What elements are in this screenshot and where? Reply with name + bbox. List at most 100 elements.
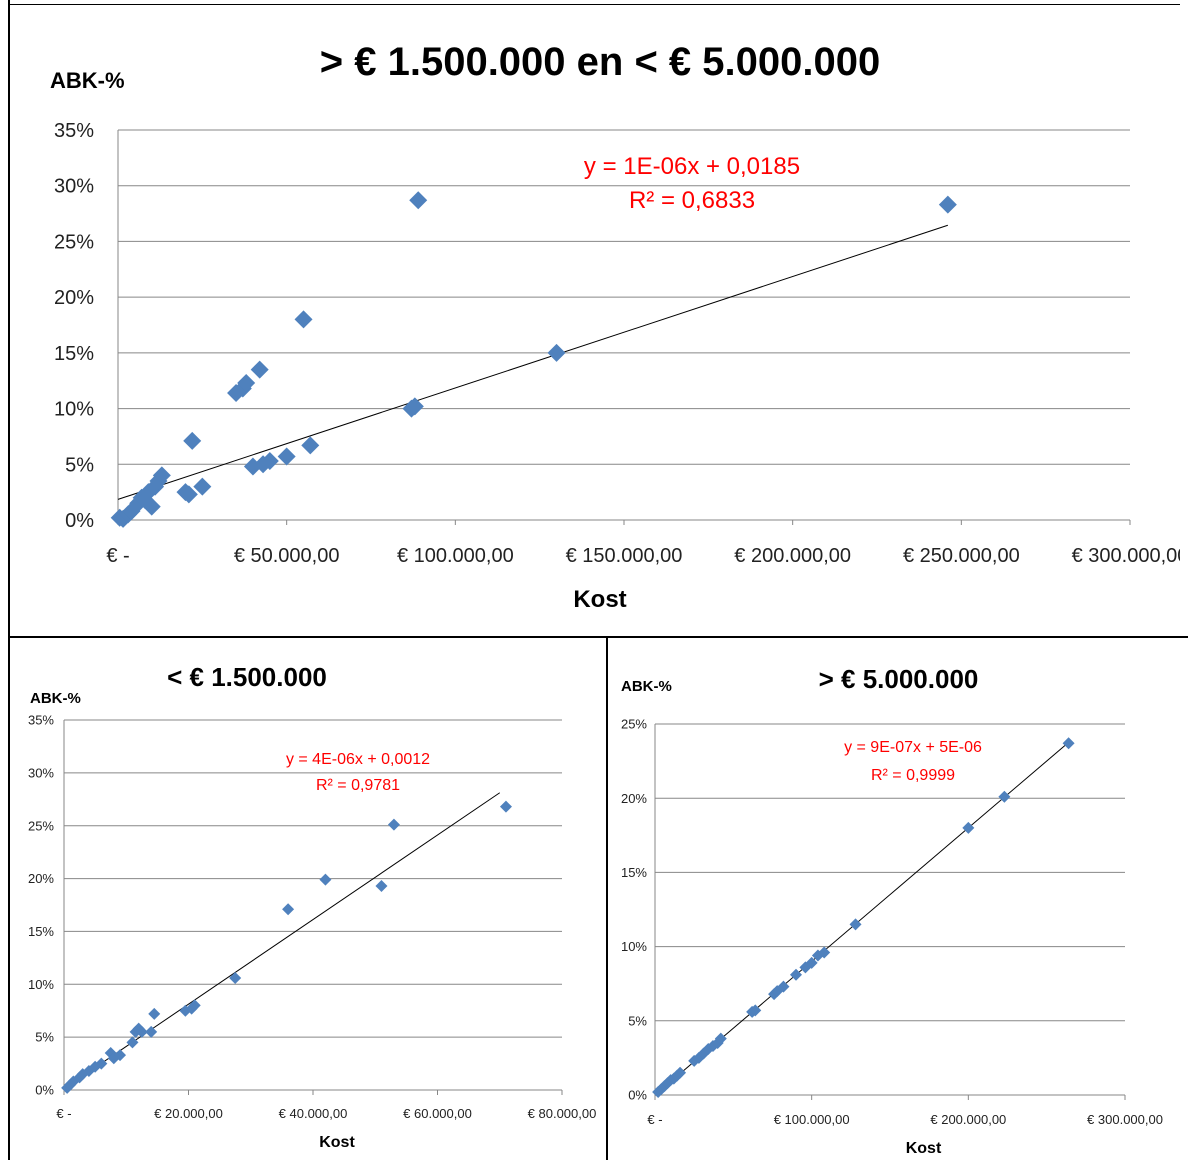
data-point [95, 1057, 108, 1070]
chart-title: > € 5.000.000 [818, 664, 979, 694]
y-tick-label: 10% [28, 977, 54, 992]
y-tick-label: 0% [35, 1083, 54, 1098]
y-tick-label: 20% [28, 871, 54, 886]
chart-panel-large-range: > € 5.000.000 ABK-% 0% 5% 10% 15% 20% 25% € - €… [609, 640, 1188, 1160]
data-point [142, 497, 161, 516]
y-tick-label: 5% [628, 1013, 647, 1028]
data-point [229, 971, 242, 984]
data-point [282, 903, 295, 916]
data-point [250, 360, 269, 379]
x-tick-label: € 250.000,00 [903, 545, 1020, 567]
data-point [114, 1049, 127, 1062]
y-axis-label: ABK-% [621, 678, 672, 695]
data-point [670, 1069, 683, 1082]
data-point [107, 1052, 120, 1065]
y-tick-label: 35% [28, 713, 54, 728]
data-point [771, 985, 784, 998]
x-tick-label: € 100.000,00 [397, 545, 514, 567]
data-point [702, 1042, 715, 1055]
data-point [674, 1066, 687, 1079]
frame-top-border [8, 4, 1180, 5]
y-tick-label: 5% [65, 454, 94, 476]
data-point [114, 509, 133, 528]
data-point [998, 790, 1011, 803]
data-point [749, 1004, 762, 1017]
r-squared-label: R² = 0,9781 [316, 777, 400, 794]
data-point [655, 1083, 668, 1096]
data-point [260, 451, 279, 470]
data-point [962, 821, 975, 834]
trendline [117, 224, 948, 500]
y-tick-label: 20% [621, 791, 647, 806]
x-tick-label: € - [647, 1112, 662, 1127]
data-point [818, 946, 831, 959]
y-tick-label: 15% [54, 343, 94, 365]
x-tick-label: € - [106, 545, 129, 567]
frame-left-border [8, 0, 10, 1160]
y-axis-label: ABK-% [50, 68, 125, 93]
x-tick-label: € 200.000,00 [734, 545, 851, 567]
data-point [652, 1086, 665, 1099]
r-squared-label: R² = 0,9999 [871, 767, 955, 784]
r-squared-label: R² = 0,6833 [629, 187, 755, 214]
data-point [188, 999, 201, 1012]
data-point [126, 1036, 139, 1049]
y-tick-label: 15% [621, 865, 647, 880]
chart-title: < € 1.500.000 [167, 662, 327, 692]
y-tick-label: 20% [54, 287, 94, 309]
x-tick-label: € - [56, 1106, 71, 1121]
y-tick-label: 35% [54, 120, 94, 142]
x-axis-label: Kost [319, 1134, 355, 1151]
data-point [185, 1002, 198, 1015]
chart-title: > € 1.500.000 en < € 5.000.000 [319, 40, 881, 84]
data-point [254, 455, 273, 474]
y-tick-label: 10% [54, 399, 94, 421]
data-point [547, 343, 566, 362]
y-tick-label: 0% [628, 1088, 647, 1103]
y-tick-label: 30% [28, 765, 54, 780]
data-point [661, 1077, 674, 1090]
x-tick-label: € 60.000,00 [403, 1106, 472, 1121]
x-axis-label: Kost [905, 1140, 942, 1157]
x-tick-label: € 200.000,00 [930, 1112, 1006, 1127]
data-point [409, 191, 428, 210]
data-point [76, 1068, 89, 1081]
y-tick-label: 15% [28, 924, 54, 939]
data-point [714, 1032, 727, 1045]
x-tick-label: € 40.000,00 [279, 1106, 348, 1121]
frame-middle-border [606, 638, 608, 1160]
data-point [777, 980, 790, 993]
x-tick-label: € 50.000,00 [234, 545, 340, 567]
frame-divider [8, 636, 1188, 638]
data-point [135, 1025, 148, 1038]
data-point [152, 466, 171, 485]
trendline-equation: y = 1E-06x + 0,0185 [584, 153, 800, 180]
data-point [387, 818, 400, 831]
trendline-equation: y = 9E-07x + 5E-06 [844, 739, 982, 756]
scatter-plot: 0% 5% 10% 15% 20% 25% 30% 35% € - € 20.000,00 € 40… [28, 713, 597, 1121]
data-point [405, 397, 424, 416]
data-point [183, 431, 202, 450]
x-tick-label: € 150.000,00 [566, 545, 683, 567]
y-tick-label: 30% [54, 176, 94, 198]
y-tick-label: 25% [28, 818, 54, 833]
data-point [499, 800, 512, 813]
data-point [148, 1007, 161, 1020]
x-tick-label: € 100.000,00 [774, 1112, 850, 1127]
x-tick-label: € 80.000,00 [528, 1106, 597, 1121]
scatter-plot: 0% 5% 10% 15% 20% 25% 30% 35% € - € 50.000,00 € 10… [54, 120, 1180, 567]
trendline [63, 792, 501, 1090]
chart-panel-mid-range: > € 1.500.000 en < € 5.000.000 ABK-% 0% 5… [20, 6, 1180, 632]
data-point [849, 918, 862, 931]
data-point [277, 447, 296, 466]
data-point [805, 956, 818, 969]
data-point [193, 477, 212, 496]
x-tick-label: € 20.000,00 [154, 1106, 223, 1121]
y-tick-label: 10% [621, 939, 647, 954]
x-axis-label: Kost [573, 586, 627, 613]
x-tick-label: € 300.000,00 [1072, 545, 1180, 567]
data-point [375, 879, 388, 892]
x-tick-label: € 300.000,00 [1087, 1112, 1163, 1127]
trendline-equation: y = 4E-06x + 0,0012 [286, 751, 430, 768]
data-point [301, 436, 320, 455]
